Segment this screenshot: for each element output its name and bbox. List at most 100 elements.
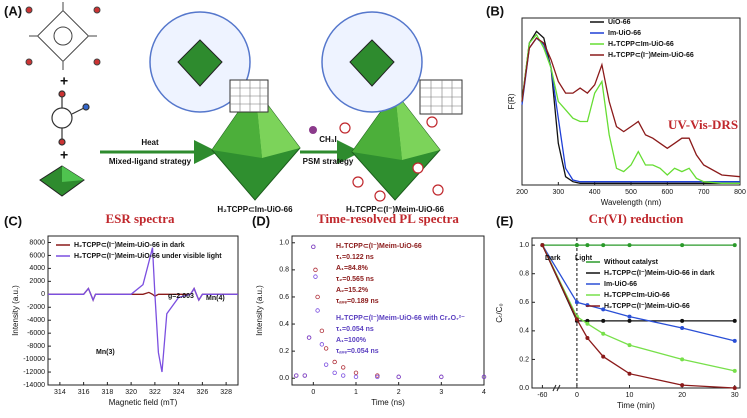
cluster bbox=[349, 39, 395, 87]
point bbox=[585, 321, 590, 326]
point bbox=[627, 371, 632, 376]
point bbox=[627, 243, 632, 248]
x-tick-label: 328 bbox=[220, 389, 232, 396]
legend-label: H₂TCPP⊂(I⁻)Meim-UiO-66 in dark bbox=[604, 270, 715, 277]
x-tick-label: 30 bbox=[731, 392, 739, 399]
arrow-text: Heat bbox=[141, 138, 159, 147]
x-tick-label: -60 bbox=[537, 392, 547, 399]
plus: + bbox=[60, 147, 68, 163]
point bbox=[481, 374, 487, 380]
annotation: A₁=100% bbox=[336, 337, 367, 344]
y-tick-label: -12000 bbox=[23, 369, 45, 376]
legend-label: Without catalyst bbox=[604, 259, 659, 266]
point bbox=[332, 370, 337, 376]
annotation: H₂TCPP⊂(I⁻)Meim-UiO-66 with Cr₂O₇²⁻ bbox=[336, 315, 465, 322]
annotation: Dark bbox=[545, 255, 561, 262]
arrow-text: CH₃I bbox=[319, 135, 336, 144]
panel-label: (B) bbox=[486, 3, 504, 18]
point bbox=[627, 314, 632, 319]
y-tick-label: 2000 bbox=[29, 278, 45, 285]
y-tick-label: -14000 bbox=[23, 382, 45, 389]
cluster bbox=[177, 39, 223, 87]
series-line bbox=[521, 37, 741, 178]
point bbox=[732, 386, 737, 390]
y-tick-label: 0.2 bbox=[279, 348, 289, 355]
chart-title: ESR spectra bbox=[106, 211, 175, 226]
x-tick-label: 10 bbox=[626, 392, 634, 399]
y-tick-label: -2000 bbox=[27, 304, 45, 311]
x-axis-label: Time (min) bbox=[617, 401, 655, 410]
annotation: τ₁=0.054 ns bbox=[336, 326, 374, 333]
point bbox=[585, 243, 590, 248]
y-axis-label: Cₜ/C₀ bbox=[495, 303, 504, 322]
x-tick-label: 400 bbox=[589, 189, 601, 196]
cation-marks bbox=[339, 116, 444, 202]
point bbox=[353, 374, 359, 380]
x-tick-label: 2 bbox=[397, 389, 401, 396]
point bbox=[627, 318, 632, 323]
porphyrin-molecule bbox=[25, 2, 101, 70]
point bbox=[540, 243, 545, 248]
y-tick-label: 0.0 bbox=[519, 385, 529, 392]
panel-a: (A) + + Heat Mixed-ligand strategy bbox=[4, 2, 463, 214]
x-tick-label: 0 bbox=[575, 392, 579, 399]
x-tick-label: 324 bbox=[173, 389, 185, 396]
annotation: UV-Vis-DRS bbox=[668, 117, 738, 132]
point bbox=[732, 243, 737, 248]
annotation: τ₁=0.122 ns bbox=[336, 254, 374, 261]
x-tick-label: 318 bbox=[102, 389, 114, 396]
point bbox=[341, 373, 346, 378]
x-tick-label: 320 bbox=[125, 389, 137, 396]
annotation: H₂TCPP⊂(I⁻)Meim-UiO-66 bbox=[336, 243, 422, 250]
y-tick-label: 4000 bbox=[29, 265, 45, 272]
point bbox=[353, 370, 359, 376]
arrow-text: PSM strategy bbox=[303, 157, 354, 166]
point bbox=[306, 335, 312, 340]
y-tick-label: 0.6 bbox=[519, 299, 529, 306]
y-tick-label: -6000 bbox=[27, 330, 45, 337]
annotation: g=2.003 bbox=[168, 293, 194, 300]
annotation: Light bbox=[575, 255, 593, 262]
x-tick-label: 0 bbox=[311, 389, 315, 396]
point bbox=[439, 374, 444, 380]
y-tick-label: 1.0 bbox=[279, 240, 289, 247]
point bbox=[732, 318, 737, 323]
y-tick-label: 0.8 bbox=[519, 271, 529, 278]
annotation: τₐᵥₑ=0.189 ns bbox=[336, 298, 379, 305]
product-label: H₂TCPP⊂(I⁻)Meim-UiO-66 bbox=[346, 205, 445, 214]
legend-label: Im-UiO-66 bbox=[604, 281, 637, 288]
x-tick-label: 314 bbox=[54, 389, 66, 396]
x-tick-label: 316 bbox=[78, 389, 90, 396]
point bbox=[319, 328, 325, 334]
series-line bbox=[48, 247, 238, 373]
point bbox=[732, 338, 737, 343]
point bbox=[601, 243, 606, 248]
reagent-dot bbox=[309, 126, 317, 134]
product-label: H₂TCPP⊂Im-UiO-66 bbox=[217, 205, 293, 214]
point bbox=[341, 365, 346, 370]
point bbox=[375, 374, 380, 380]
y-tick-label: 0.6 bbox=[279, 294, 289, 301]
point bbox=[574, 300, 579, 305]
point bbox=[574, 243, 579, 248]
point bbox=[311, 244, 316, 250]
point bbox=[315, 308, 320, 313]
chart-title: Cr(VI) reduction bbox=[589, 211, 684, 226]
x-tick-label: 500 bbox=[625, 189, 637, 196]
linker-molecule bbox=[51, 90, 90, 146]
point bbox=[680, 357, 685, 362]
y-tick-label: 8000 bbox=[29, 239, 45, 246]
x-tick-label: 1 bbox=[354, 389, 358, 396]
x-axis-label: Time (ns) bbox=[371, 398, 405, 407]
annotation: τ₂=0.565 ns bbox=[336, 276, 374, 283]
x-tick-label: 200 bbox=[516, 189, 528, 196]
panel-label: (E) bbox=[496, 213, 513, 228]
annotation: Mn(4) bbox=[206, 295, 225, 302]
series-line bbox=[521, 33, 740, 184]
x-tick-label: 300 bbox=[552, 189, 564, 196]
legend-label: H₂TCPP⊂Im-UiO-66 bbox=[608, 41, 674, 48]
panel-label: (C) bbox=[4, 213, 22, 228]
plus: + bbox=[60, 73, 68, 89]
point bbox=[313, 274, 318, 279]
x-tick-label: 600 bbox=[661, 189, 673, 196]
